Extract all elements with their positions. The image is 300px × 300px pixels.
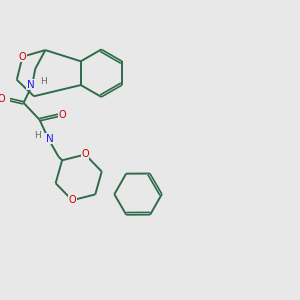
Text: O: O [68,195,76,205]
Text: H: H [40,77,47,86]
Text: N: N [27,80,35,90]
Text: O: O [81,149,89,160]
Text: H: H [34,131,40,140]
Text: O: O [19,52,26,62]
Text: O: O [0,94,5,103]
Text: N: N [46,134,54,143]
Text: O: O [58,110,66,120]
